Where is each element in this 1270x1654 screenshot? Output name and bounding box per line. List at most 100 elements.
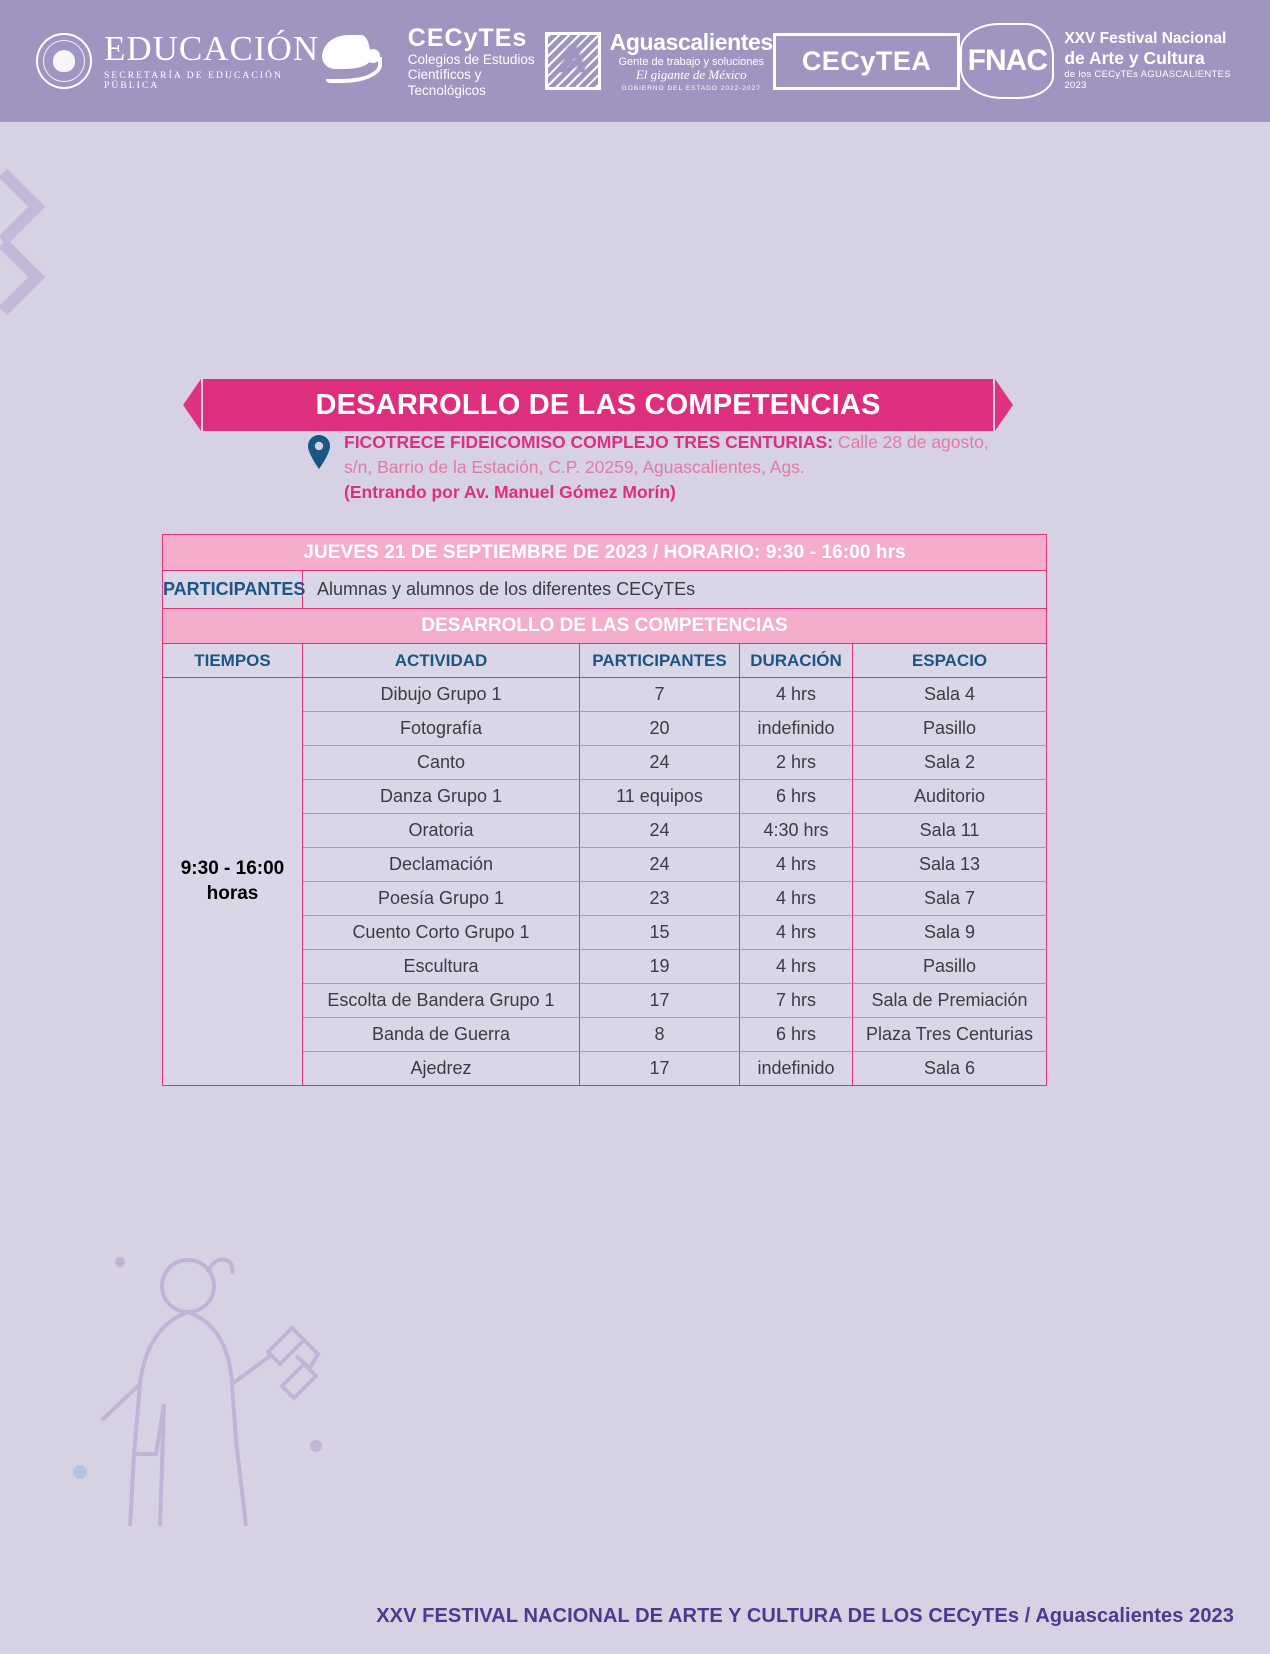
fnac-logo-line3: de los CECyTEs AGUASCALIENTES 2023 [1064,69,1231,91]
schedule-table: JUEVES 21 DE SEPTIEMBRE DE 2023 / HORARI… [161,534,1048,1086]
cell-duracion: indefinido [739,711,853,746]
section-header-cell: DESARROLLO DE LAS COMPETENCIAS [161,608,1048,644]
cell-duracion: 4 hrs [739,881,853,916]
cell-participantes: 17 [579,1051,740,1086]
logo-cecytes: CECyTEs Colegios de Estudios Científicos… [320,24,545,98]
cell-actividad: Canto [302,745,580,780]
table-row: Ajedrez 17 indefinido Sala 6 [163,1051,1048,1086]
ags-logo-sub3: GOBIERNO DEL ESTADO 2022-2027 [621,85,761,93]
header-logo-band: EDUCACIÓN SECRETARÍA DE EDUCACIÓN PÚBLIC… [0,0,1270,122]
cell-duracion: indefinido [739,1051,853,1086]
table-row: Oratoria 24 4:30 hrs Sala 11 [163,813,1048,848]
cell-duracion: 6 hrs [739,779,853,814]
cell-actividad: Poesía Grupo 1 [302,881,580,916]
table-row: Declamación 24 4 hrs Sala 13 [163,847,1048,882]
ags-logo-title: Aguascalientes [609,29,774,56]
table-row: Escolta de Bandera Grupo 1 17 7 hrs Sala de… [163,983,1048,1018]
mexico-eagle-seal-icon [36,33,92,89]
participants-label-cell: PARTICIPANTES [162,570,305,609]
cell-participantes: 8 [579,1017,740,1052]
banner-left-arrow-icon [183,379,201,431]
cell-espacio: Sala 11 [851,813,1048,848]
cell-actividad: Cuento Corto Grupo 1 [302,915,580,950]
table-row: Escultura 19 4 hrs Pasillo [163,949,1048,984]
aguascalientes-a-icon [544,31,601,90]
table-row: Poesía Grupo 1 23 4 hrs Sala 7 [163,881,1048,916]
column-header-actividad: ACTIVIDAD [302,643,580,678]
cell-espacio: Sala 6 [851,1051,1048,1086]
cell-espacio: Sala 9 [851,915,1048,950]
venue-note: (Entrando por Av. Manuel Gómez Morín) [344,482,676,503]
cell-espacio: Sala de Premiación [851,983,1048,1018]
cell-espacio: Pasillo [851,711,1048,746]
date-header-cell: JUEVES 21 DE SEPTIEMBRE DE 2023 / HORARI… [161,534,1048,571]
venue-name: FICOTRECE FIDEICOMISO COMPLEJO TRES CENT… [344,432,834,452]
fnac-state-outline-icon: FNAC [960,23,1055,99]
cell-participantes: 19 [579,949,740,984]
table-row: Fotografía 20 indefinido Pasillo [163,711,1048,746]
cell-actividad: Danza Grupo 1 [302,779,580,814]
cell-actividad: Ajedrez [302,1051,580,1086]
cell-participantes: 17 [579,983,740,1018]
fnac-logo-line1: XXV Festival Nacional [1064,30,1227,48]
cecytes-logo-line1: Colegios de Estudios [407,52,535,68]
table-participants-row: PARTICIPANTES Alumnas y alumnos de los d… [162,570,1048,609]
section-title-banner: DESARROLLO DE LAS COMPETENCIAS [183,379,1013,431]
cecytes-logo-line2: Científicos y Tecnológicos [407,67,486,98]
cecytes-emblem-icon [320,33,398,89]
cell-espacio: Plaza Tres Centurias [851,1017,1048,1052]
cell-espacio: Sala 4 [851,677,1048,712]
cell-duracion: 7 hrs [739,983,853,1018]
table-section-header-row: DESARROLLO DE LAS COMPETENCIAS [161,608,1048,644]
cell-participantes: 23 [579,881,740,916]
cell-participantes: 20 [579,711,740,746]
logo-cecytea: CECyTEA [772,32,961,90]
table-row: Banda de Guerra 8 6 hrs Plaza Tres Centuria… [163,1017,1048,1052]
banner-bar: DESARROLLO DE LAS COMPETENCIAS [203,379,993,431]
cell-duracion: 4:30 hrs [739,813,853,848]
cell-duracion: 4 hrs [739,915,853,950]
ags-logo-sub1: Gente de trabajo y soluciones [618,55,765,68]
cell-actividad: Banda de Guerra [302,1017,580,1052]
page-title: DESARROLLO DE LAS COMPETENCIAS [315,388,881,421]
cell-duracion: 6 hrs [739,1017,853,1052]
fnac-logo-line2: de Arte y Cultura [1064,47,1205,68]
tiempos-cell: 9:30 - 16:00 horas [162,677,303,1086]
cell-espacio: Pasillo [851,949,1048,984]
cell-duracion: 4 hrs [739,847,853,882]
cecytea-logo-title: CECyTEA [801,45,932,76]
sep-logo-subtitle: SECRETARÍA DE EDUCACIÓN PÚBLICA [104,71,283,91]
artist-illustration-decoration [73,1257,322,1527]
map-pin-icon [308,435,330,469]
cell-participantes: 15 [579,915,740,950]
table-row: Cuento Corto Grupo 1 15 4 hrs Sala 9 [163,915,1048,950]
cell-espacio: Sala 7 [851,881,1048,916]
cell-participantes: 24 [579,813,740,848]
banner-right-arrow-icon [995,379,1013,431]
cell-actividad: Escultura [302,949,580,984]
logo-fnac: FNAC XXV Festival Nacional de Arte y Cul… [960,23,1234,99]
sep-logo-title: EDUCACIÓN [104,29,320,68]
tiempos-line2: horas [206,882,259,904]
footer-text: XXV FESTIVAL NACIONAL DE ARTE Y CULTURA … [376,1605,1234,1627]
column-header-espacio: ESPACIO [851,643,1048,678]
cell-espacio: Auditorio [851,779,1048,814]
cell-participantes: 7 [579,677,740,712]
cell-espacio: Sala 13 [851,847,1048,882]
table-row: Danza Grupo 1 11 equipos 6 hrs Auditorio [163,779,1048,814]
participants-value-cell: Alumnas y alumnos de los diferentes CECy… [301,570,1048,609]
cell-duracion: 4 hrs [739,677,853,712]
cell-duracion: 4 hrs [739,949,853,984]
column-header-tiempos: TIEMPOS [162,643,303,678]
cell-actividad: Dibujo Grupo 1 [302,677,580,712]
ags-logo-sub2: El gigante de México [635,67,747,83]
table-column-header-row: TIEMPOS ACTIVIDAD PARTICIPANTES DURACIÓN… [162,643,1048,678]
cell-actividad: Fotografía [302,711,580,746]
cell-actividad: Oratoria [302,813,580,848]
column-header-participantes: PARTICIPANTES [579,643,740,678]
cell-actividad: Escolta de Bandera Grupo 1 [302,983,580,1018]
table-date-header-row: JUEVES 21 DE SEPTIEMBRE DE 2023 / HORARI… [161,534,1048,571]
chevron-decoration [0,168,46,320]
